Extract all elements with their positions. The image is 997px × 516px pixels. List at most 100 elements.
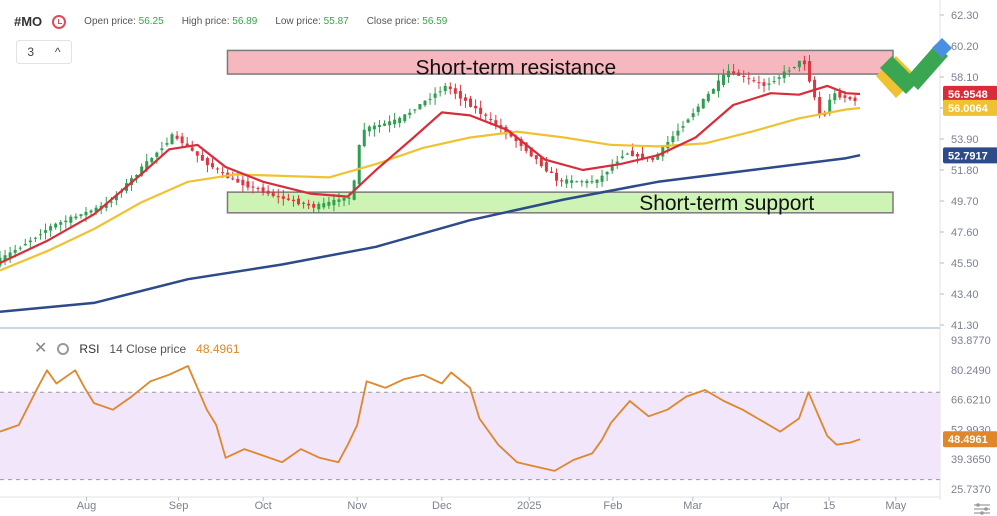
- candle-body: [732, 71, 736, 74]
- interval-control[interactable]: 3 ^: [16, 40, 72, 64]
- candle-body: [529, 147, 533, 157]
- rsi-tag-label: 48.4961: [948, 434, 988, 446]
- y-tick-label: 47.60: [951, 227, 979, 239]
- y-tick-label: 60.20: [951, 41, 979, 53]
- candle-body: [772, 81, 776, 83]
- rsi-tick-label: 80.2490: [951, 365, 991, 377]
- candle-body: [453, 88, 457, 94]
- candle-body: [676, 130, 680, 136]
- price-tag: [943, 85, 997, 102]
- y-tick-label: 49.70: [951, 196, 979, 208]
- x-tick-label: Dec: [432, 500, 452, 512]
- candle-body: [145, 161, 149, 171]
- high-label: High price: 56.89: [181, 16, 258, 27]
- candle-body: [833, 93, 837, 101]
- price-tag-label: 56.0064: [948, 103, 989, 115]
- candle-body: [160, 148, 164, 151]
- candle-body: [423, 100, 427, 106]
- candle-body: [377, 124, 381, 128]
- candle-body: [585, 180, 589, 184]
- candle-body: [89, 210, 93, 213]
- low-label: Low price: 55.87: [275, 16, 349, 27]
- candle-body: [44, 230, 48, 233]
- candle-body: [787, 70, 791, 72]
- candle-body: [742, 75, 746, 77]
- gear-icon[interactable]: [57, 343, 70, 355]
- candle-body: [539, 157, 543, 167]
- candle-body: [792, 66, 796, 68]
- candle-body: [701, 98, 705, 109]
- candle-body: [266, 190, 270, 194]
- candle-body: [484, 114, 488, 116]
- chevron-up-icon[interactable]: ^: [54, 45, 61, 59]
- candle-body: [372, 125, 376, 130]
- logo-icon: [876, 38, 952, 98]
- candle-body: [524, 142, 528, 152]
- x-tick-label: 15: [823, 500, 835, 512]
- candle-body: [625, 153, 629, 155]
- open-value: 56.25: [138, 16, 164, 27]
- candle-body: [565, 179, 569, 184]
- price-tag: [943, 147, 997, 164]
- close-icon[interactable]: ✕: [34, 340, 48, 357]
- candle-body: [362, 129, 366, 146]
- x-tick-label: May: [885, 500, 906, 512]
- candle-body: [114, 194, 118, 201]
- candle-body: [418, 104, 422, 110]
- close-label: Close price: 56.59: [366, 16, 448, 27]
- candle-body: [327, 201, 331, 206]
- candle-body: [762, 82, 766, 86]
- price-tag: [943, 99, 997, 116]
- candle-body: [711, 89, 715, 94]
- close-value: 56.59: [422, 16, 448, 27]
- candle-body: [438, 91, 442, 93]
- candle-body: [671, 136, 675, 143]
- candle-body: [104, 203, 108, 208]
- candle-body: [656, 153, 660, 160]
- candle-body: [200, 155, 204, 161]
- y-tick-label: 53.90: [951, 134, 979, 146]
- candle-body: [241, 179, 245, 186]
- candle-body: [661, 146, 665, 157]
- candle-body: [28, 240, 32, 243]
- logo-green-long: [906, 44, 948, 90]
- candle-body: [398, 117, 402, 124]
- clock-icon[interactable]: [52, 14, 67, 29]
- rsi-label: RSI: [79, 342, 100, 356]
- candle-body: [18, 247, 22, 249]
- y-tick-label: 45.50: [951, 258, 979, 270]
- candle-body: [838, 91, 842, 98]
- rsi-tick-label: 25.7370: [951, 484, 991, 496]
- candle-body: [312, 203, 316, 208]
- candle-body: [403, 114, 407, 122]
- candle-body: [757, 82, 761, 84]
- y-tick-label: 51.80: [951, 165, 979, 177]
- candle-body: [595, 179, 599, 183]
- candle-body: [332, 199, 336, 206]
- candle-body: [590, 181, 594, 183]
- candle-body: [261, 187, 265, 193]
- candle-body: [853, 97, 857, 102]
- candle-body: [727, 70, 731, 78]
- interval-value: 3: [27, 45, 35, 59]
- candle-body: [843, 95, 847, 98]
- candle-body: [84, 211, 88, 216]
- candle-body: [721, 74, 725, 85]
- x-tick-label: Nov: [347, 500, 367, 512]
- candle-body: [767, 83, 771, 85]
- rsi-band: [0, 392, 940, 480]
- symbol-label: #MO: [14, 14, 43, 29]
- candle-body: [8, 252, 12, 258]
- candle-body: [180, 136, 184, 144]
- candle-body: [317, 203, 321, 210]
- candle-body: [696, 106, 700, 113]
- candle-body: [818, 96, 822, 115]
- candle-body: [408, 112, 412, 115]
- candle-body: [367, 126, 371, 132]
- rsi-header: ✕ RSI 14 Close price 48.4961: [34, 340, 240, 357]
- candle-body: [13, 249, 17, 253]
- candle-body: [570, 180, 574, 183]
- price-tag-label: 52.7917: [948, 150, 988, 162]
- candle-body: [808, 61, 812, 82]
- candle-body: [276, 196, 280, 198]
